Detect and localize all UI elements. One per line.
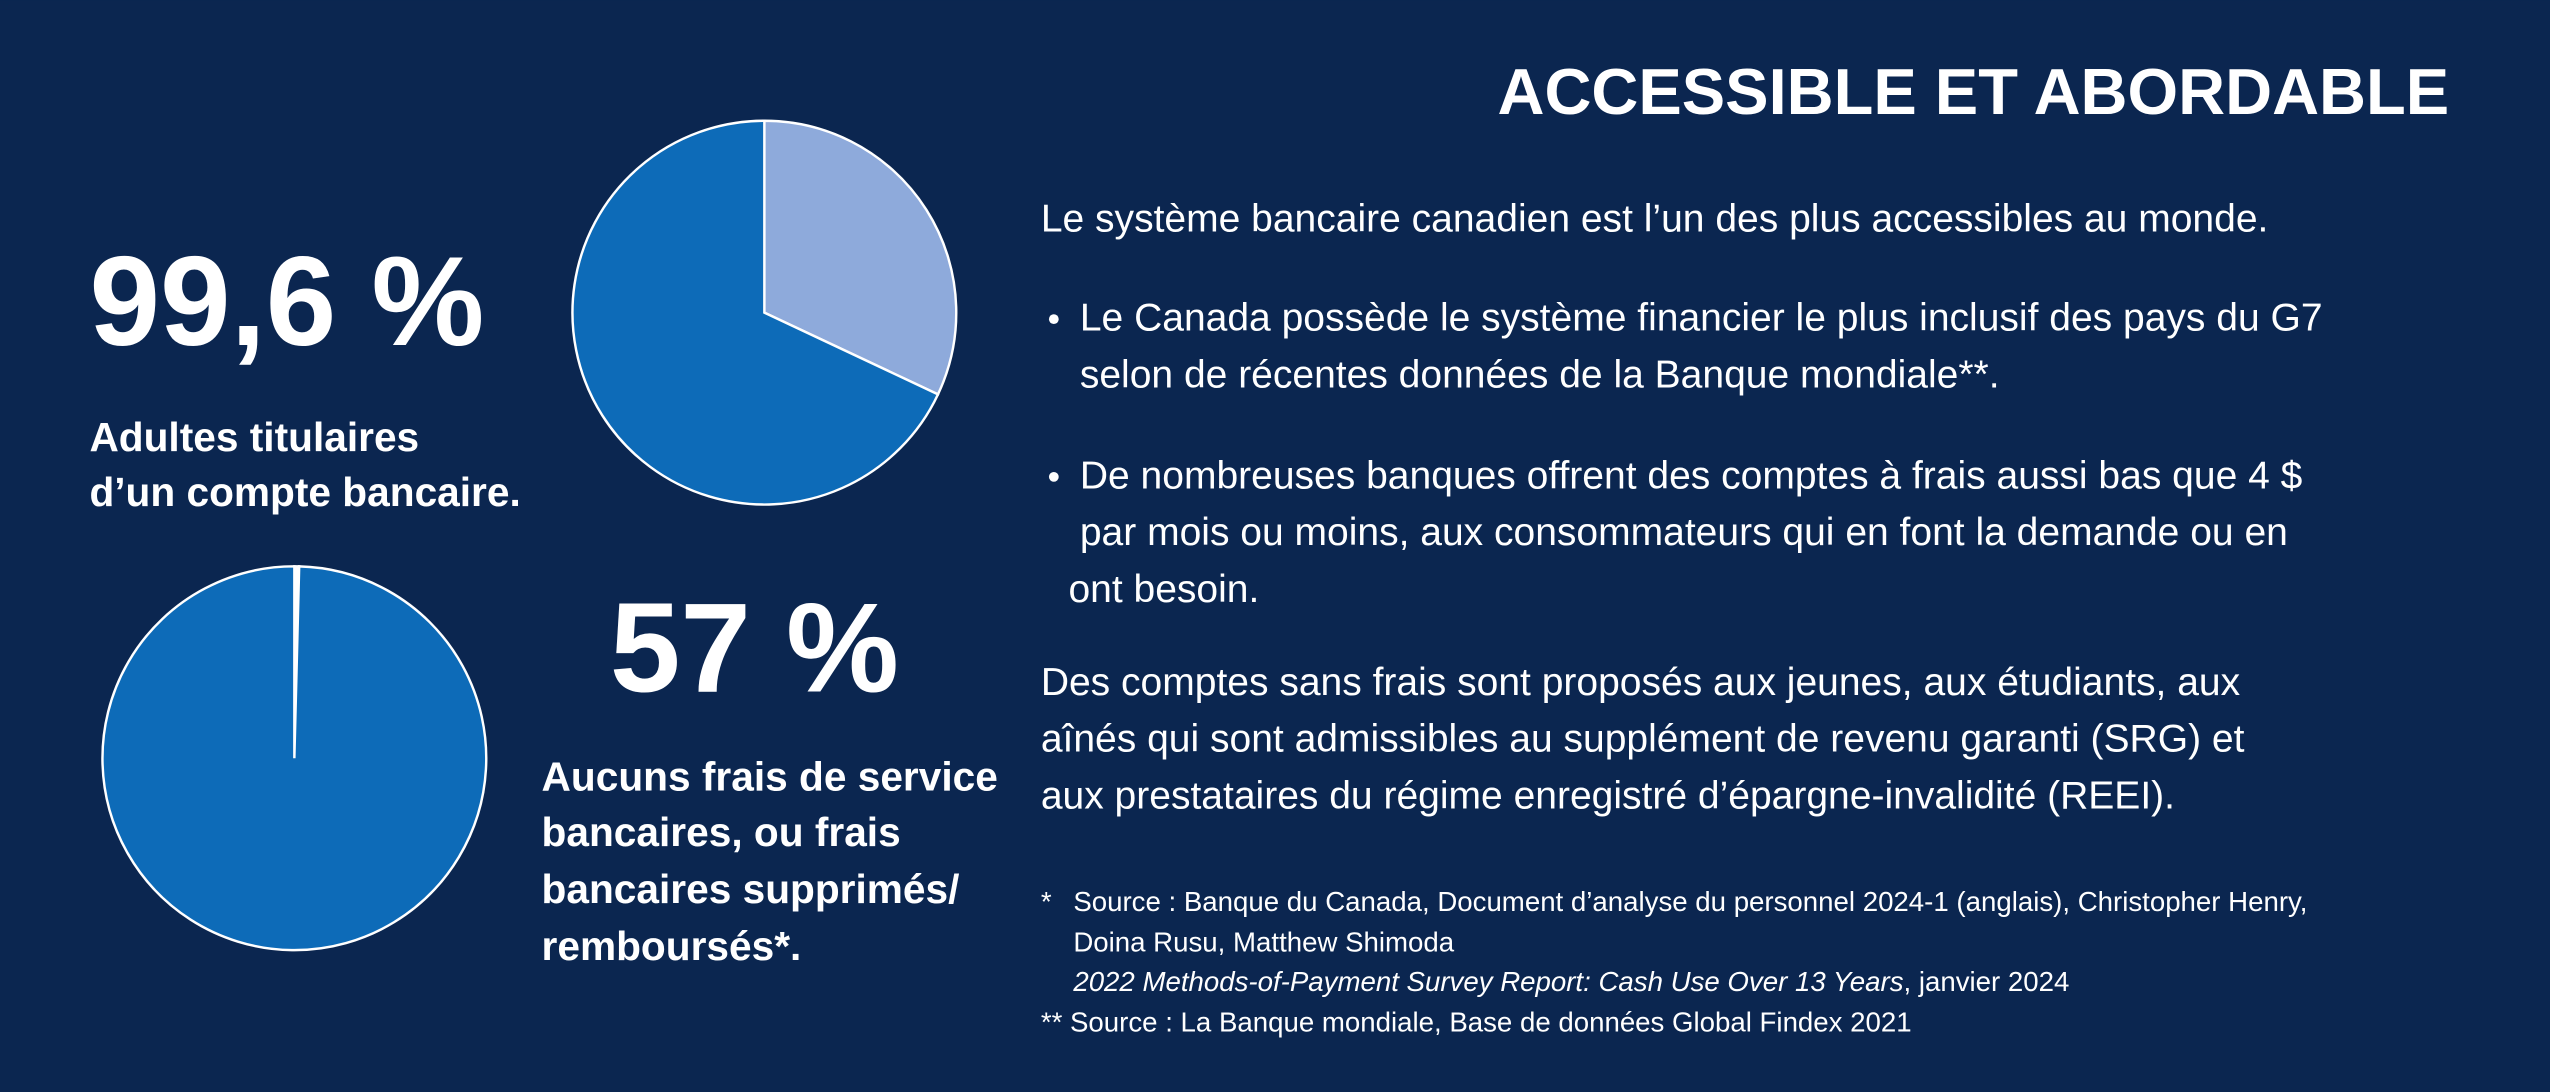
pie-slice <box>101 565 488 952</box>
stat-caption: bancaires supprimés/ <box>542 866 960 912</box>
stat-caption: remboursés*. <box>542 923 802 969</box>
pie-slice <box>763 119 958 396</box>
paragraph: aux prestataires du régime enregistré d’… <box>1041 775 2175 818</box>
footnote-italic: 2022 Methods-of-Payment Survey Report: C… <box>1072 966 1903 997</box>
bullet <box>1048 472 1059 482</box>
bullet-text: De nombreuses banques offrent des compte… <box>1080 454 2303 497</box>
pie-chart <box>571 119 958 506</box>
footnote-date: , janvier 2024 <box>1904 966 2070 997</box>
bullet-text: par mois ou moins, aux consommateurs qui… <box>1080 511 2288 554</box>
paragraph: Des comptes sans frais sont proposés aux… <box>1041 661 2241 704</box>
stat-value: 57 % <box>610 577 899 719</box>
footnote: 2022 Methods-of-Payment Survey Report: C… <box>1072 966 2069 997</box>
stat-caption: Adultes titulaires <box>89 414 419 460</box>
paragraph: aînés qui sont admissibles au supplément… <box>1041 718 2245 761</box>
stat-caption: bancaires, ou frais <box>542 809 901 855</box>
intro: Le système bancaire canadien est l’un de… <box>1041 197 2269 240</box>
stat-value: 99,6 % <box>89 230 484 372</box>
bullet-text: selon de récentes données de la Banque m… <box>1080 353 2000 396</box>
bullet-text: ont besoin. <box>1068 568 1259 611</box>
footnote-marker: * <box>1041 886 1052 917</box>
title: ACCESSIBLE ET ABORDABLE <box>1497 55 2449 128</box>
pie-slice <box>571 119 940 506</box>
bullet-text: Le Canada possède le système financier l… <box>1080 297 2323 340</box>
stat-caption: Aucuns frais de service <box>542 754 998 800</box>
bullet <box>1048 314 1059 325</box>
footnote: Doina Rusu, Matthew Shimoda <box>1073 927 1454 958</box>
pie-chart <box>101 565 488 952</box>
footnote: Source : Banque du Canada, Document d’an… <box>1073 886 2307 917</box>
stat-caption: d’un compte bancaire. <box>89 469 520 515</box>
footnote: ** Source : La Banque mondiale, Base de … <box>1041 1006 1912 1037</box>
